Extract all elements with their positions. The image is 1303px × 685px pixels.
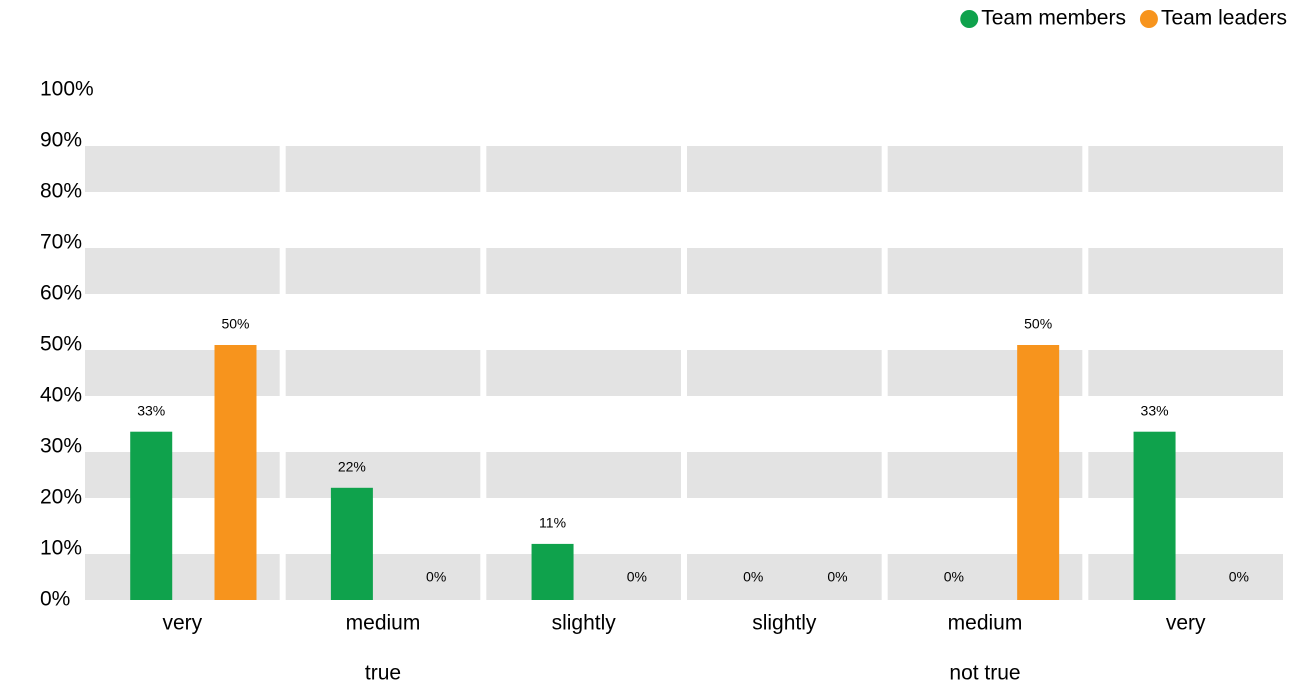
y-tick-label: 10% [40, 537, 82, 560]
bar [130, 431, 173, 600]
value-label: 50% [221, 316, 249, 332]
value-label: 22% [338, 459, 366, 475]
x-tick-label: very [1166, 612, 1206, 635]
legend-marker [1139, 10, 1158, 28]
bar [1017, 345, 1060, 600]
bar [330, 487, 373, 600]
x-tick-label: slightly [552, 612, 617, 635]
grid-band [687, 146, 882, 192]
value-label: 0% [627, 569, 647, 585]
group-label: true [365, 662, 401, 685]
value-label: 50% [1024, 316, 1052, 332]
bar [1133, 431, 1176, 600]
grid-band [687, 554, 882, 600]
value-label: 0% [1229, 569, 1249, 585]
value-label: 0% [426, 569, 446, 585]
x-tick-label: very [162, 612, 202, 635]
grid-band [285, 248, 481, 294]
value-label: 33% [137, 402, 165, 418]
legend-label: Team members [981, 7, 1126, 30]
grid-band [285, 554, 481, 600]
grid-band [285, 350, 481, 396]
grid-band [85, 146, 280, 192]
legend-marker [960, 10, 979, 28]
grid-band [1088, 452, 1283, 498]
y-tick-label: 70% [40, 231, 82, 254]
y-tick-label: 20% [40, 486, 82, 509]
grid-band [1088, 350, 1283, 396]
grid-band [486, 554, 681, 600]
bar [531, 543, 574, 600]
grid-band [1088, 248, 1283, 294]
y-tick-label: 0% [40, 588, 70, 611]
grid-band [1088, 146, 1283, 192]
y-tick-label: 50% [40, 333, 82, 356]
grid-band [486, 452, 681, 498]
x-tick-label: medium [346, 612, 421, 635]
y-tick-label: 100% [40, 78, 94, 101]
grid-band [85, 248, 280, 294]
grid-band [887, 248, 1083, 294]
grid-band [285, 452, 481, 498]
value-label: 0% [944, 569, 964, 585]
x-tick-label: slightly [752, 612, 817, 635]
y-tick-label: 90% [40, 129, 82, 152]
y-tick-label: 40% [40, 384, 82, 407]
group-label: not true [949, 662, 1020, 685]
x-tick-label: medium [948, 612, 1023, 635]
grid-band [687, 350, 882, 396]
grid-band [687, 452, 882, 498]
value-label: 0% [743, 569, 763, 585]
grid-band [687, 248, 882, 294]
y-tick-label: 80% [40, 180, 82, 203]
grid-band [887, 146, 1083, 192]
value-label: 33% [1141, 402, 1169, 418]
bar [214, 345, 257, 600]
grid-band [486, 146, 681, 192]
y-tick-label: 60% [40, 282, 82, 305]
value-label: 0% [827, 569, 847, 585]
grid-band [486, 248, 681, 294]
grid-band [486, 350, 681, 396]
value-label: 11% [539, 515, 566, 531]
grid-band [285, 146, 481, 192]
grid-band [1088, 554, 1283, 600]
y-tick-label: 30% [40, 435, 82, 458]
legend-label: Team leaders [1161, 7, 1287, 30]
